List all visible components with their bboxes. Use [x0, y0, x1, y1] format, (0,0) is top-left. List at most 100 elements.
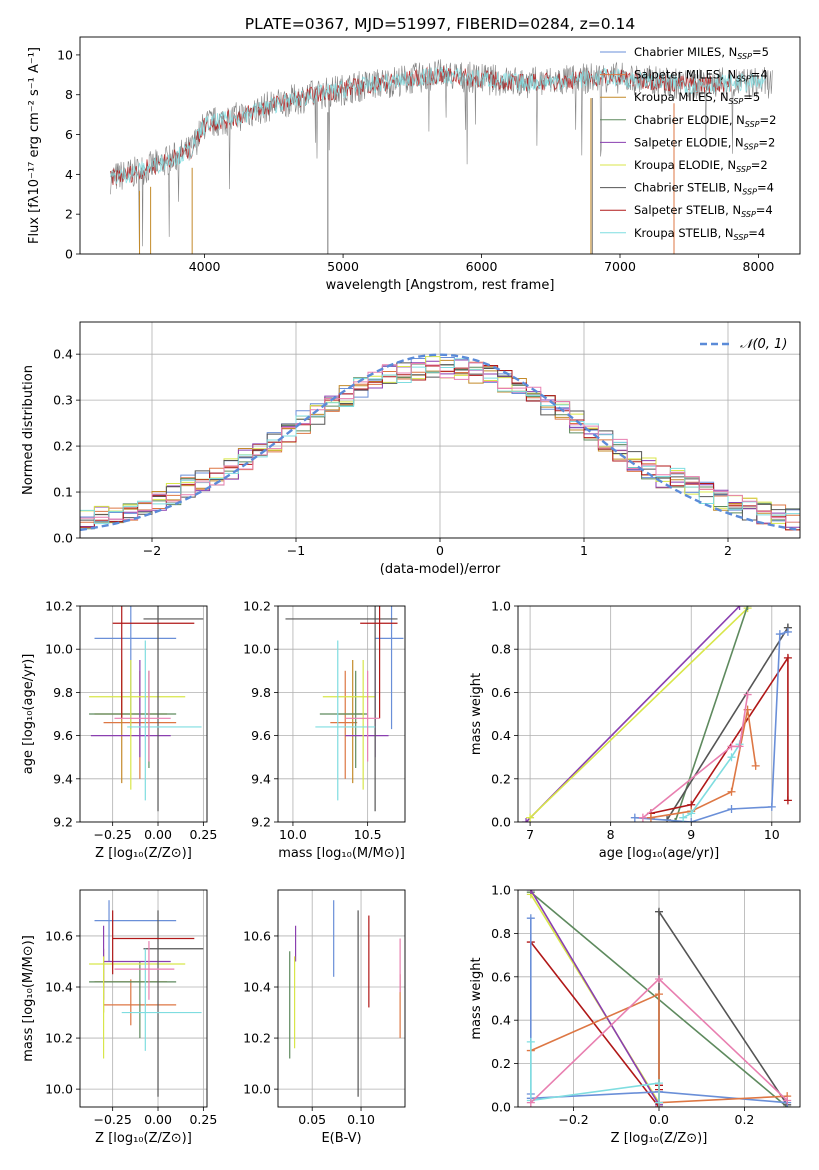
series-marker — [526, 914, 535, 923]
series-line-4 — [650, 655, 789, 815]
y-tick-label: 9.8 — [251, 685, 271, 700]
legend: Chabrier MILES, NSSP=5 Salpeter MILES, NS… — [600, 45, 776, 242]
series-marker — [687, 809, 696, 818]
x-tick-label: 0.25 — [189, 827, 217, 842]
plot-area — [80, 890, 207, 1107]
x-tick-label: 0.10 — [347, 1112, 375, 1127]
legend-subscript: SSP — [745, 120, 760, 129]
y-tick-label: 0.0 — [53, 531, 73, 546]
legend-value: =4 — [748, 226, 765, 240]
series-marker — [526, 1037, 535, 1046]
y-tick-label: 9.6 — [53, 728, 73, 743]
legend-subscript: SSP — [736, 165, 751, 174]
legend-subscript: SSP — [741, 210, 756, 219]
plot-area — [518, 890, 800, 1107]
y-tick-label: 0.8 — [491, 642, 511, 657]
y-tick-label: 0.2 — [53, 439, 73, 454]
axes-frame — [79, 36, 801, 255]
plot-area — [518, 606, 800, 822]
y-tick-label: 0.3 — [53, 393, 73, 408]
chart-mass_weight_vs_Z: −0.2 0.0 0.2 0.0 0.2 0.4 0.6 0.8 1.0 Z [log₁₀(Z/Z… — [469, 883, 801, 1146]
data-layer — [526, 890, 792, 1107]
x-tick-label: 0.00 — [144, 1112, 172, 1127]
axes-frame — [277, 889, 406, 1108]
x-axis-label: wavelength [Angstrom, rest frame] — [326, 278, 555, 293]
y-tick-label: 4 — [65, 167, 73, 182]
x-tick-label: 8 — [607, 827, 615, 842]
y-tick-label: 10.0 — [243, 1082, 271, 1097]
y-tick-label: 0.1 — [53, 485, 73, 500]
x-tick-label: 0.2 — [735, 1112, 755, 1127]
plot-area — [80, 606, 207, 822]
y-tick-label: 0.0 — [491, 1100, 511, 1115]
series-marker — [743, 690, 752, 699]
y-tick-label: 9.6 — [251, 728, 271, 743]
legend-label: Chabrier STELIB, NSSP=4 — [634, 181, 774, 197]
y-tick-label: 10.0 — [45, 642, 73, 657]
y-tick-label: 0.0 — [491, 815, 511, 830]
legend-subscript: SSP — [742, 188, 757, 197]
y-tick-label: 1.0 — [491, 599, 511, 614]
x-tick-label: 10.0 — [279, 827, 307, 842]
y-tick-label: 10.2 — [45, 1031, 73, 1046]
data-layer — [110, 59, 773, 254]
legend-subscript: SSP — [734, 233, 749, 242]
y-axis-label: Normed distribution — [21, 365, 36, 495]
series-line-2 — [674, 606, 749, 822]
legend-value: =2 — [758, 135, 775, 149]
figure-title: PLATE=0367, MJD=51997, FIBERID=0284, z=0… — [245, 15, 635, 33]
series-marker — [735, 606, 744, 610]
series-line-7 — [682, 743, 741, 819]
x-tick-label: 2 — [724, 543, 732, 558]
series-marker — [655, 1079, 663, 1088]
legend-label: Kroupa ELODIE, NSSP=2 — [634, 158, 768, 174]
chart-mass_vs_Z: −0.25 0.00 0.25 10.0 10.2 10.4 10.6 Z [log₁₀(Z/… — [21, 889, 217, 1146]
axes-frame — [277, 605, 406, 823]
x-tick-label: 4000 — [189, 259, 221, 274]
x-axis-label: Z [log₁₀(Z/Z⊙)] — [611, 1131, 708, 1146]
series-marker — [671, 818, 680, 822]
legend-label: Salpeter ELODIE, NSSP=2 — [634, 135, 775, 151]
y-tick-label: 10.0 — [243, 642, 271, 657]
legend-label: Chabrier ELODIE, NSSP=2 — [634, 113, 776, 129]
gridlines — [518, 606, 800, 822]
x-axis-label: mass [log₁₀(M/M⊙)] — [278, 846, 405, 861]
x-tick-label: 6000 — [466, 259, 498, 274]
data-layer — [89, 900, 204, 1097]
legend-label: Salpeter STELIB, NSSP=4 — [634, 203, 773, 219]
x-tick-label: 7000 — [604, 259, 636, 274]
legend-value: =5 — [752, 45, 769, 59]
y-axis-label: mass weight — [469, 673, 484, 755]
series-marker — [783, 1096, 792, 1105]
chart-spectrum: 4000 5000 6000 7000 8000 0 2 4 6 8 10 wavelength [A… — [27, 36, 801, 293]
y-tick-label: 0.2 — [491, 1056, 511, 1071]
legend-value: =5 — [743, 90, 760, 104]
series-marker — [687, 818, 696, 822]
y-tick-label: 10.2 — [243, 1031, 271, 1046]
x-tick-label: 9 — [687, 827, 695, 842]
data-layer — [289, 900, 401, 1097]
x-tick-label: 10 — [764, 827, 780, 842]
series-line-3 — [666, 627, 789, 821]
series-marker — [735, 742, 744, 751]
legend-value: =4 — [757, 181, 774, 195]
legend-value: =4 — [751, 68, 768, 82]
y-tick-label: 1.0 — [491, 883, 511, 898]
y-axis-label: Flux [fλ10⁻¹⁷ erg cm⁻² s⁻¹ A⁻¹] — [27, 47, 42, 244]
histogram-step-9 — [80, 362, 800, 538]
x-tick-label: 5000 — [327, 259, 359, 274]
y-tick-label: 10.6 — [243, 928, 271, 943]
y-tick-label: 0.6 — [491, 969, 511, 984]
chart-mass_weight_vs_age: 7 8 9 10 0.0 0.2 0.4 0.6 0.8 1.0 age [log₁₀(age/yr… — [469, 599, 801, 861]
legend-value: =2 — [760, 113, 777, 127]
gridlines — [278, 890, 405, 1107]
series-line-6 — [530, 992, 788, 1104]
series-line-7 — [529, 1041, 660, 1103]
axes-frame — [79, 605, 208, 823]
series-line-2 — [530, 890, 660, 1106]
y-tick-label: 0.2 — [491, 771, 511, 786]
plot-area — [278, 890, 405, 1107]
series-marker — [646, 813, 655, 822]
